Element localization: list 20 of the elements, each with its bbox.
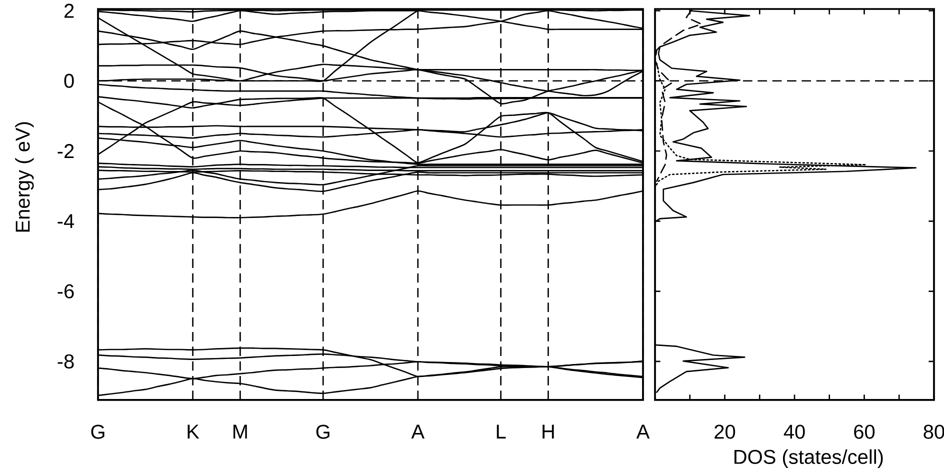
x-tick-label: A	[411, 424, 425, 438]
x-tick-label: A	[636, 424, 650, 438]
y-tick-label: 2	[64, 4, 74, 18]
x-tick-label: K	[188, 424, 200, 438]
y-tick-label: 0	[64, 74, 74, 88]
x-tick-label: L	[496, 424, 506, 438]
y-tick-label: -8	[58, 354, 74, 368]
x-tick-label: G	[316, 424, 330, 439]
x-tick-label: 80	[924, 424, 944, 439]
x-tick-label: 40	[784, 424, 805, 439]
x-tick-label: H	[542, 424, 554, 438]
y-tick-label: -6	[58, 284, 74, 298]
x-tick-label: G	[91, 424, 104, 439]
y-axis-title: Energy ( eV)	[15, 122, 34, 232]
y-tick-label: -2	[58, 144, 74, 158]
y-tick-label: -4	[58, 214, 74, 228]
x-tick-label: M	[233, 424, 247, 438]
x-tick-label: 20	[714, 424, 736, 439]
x-tick-label: 60	[854, 424, 875, 439]
x-axis-title: DOS (states/cell)	[734, 449, 883, 468]
